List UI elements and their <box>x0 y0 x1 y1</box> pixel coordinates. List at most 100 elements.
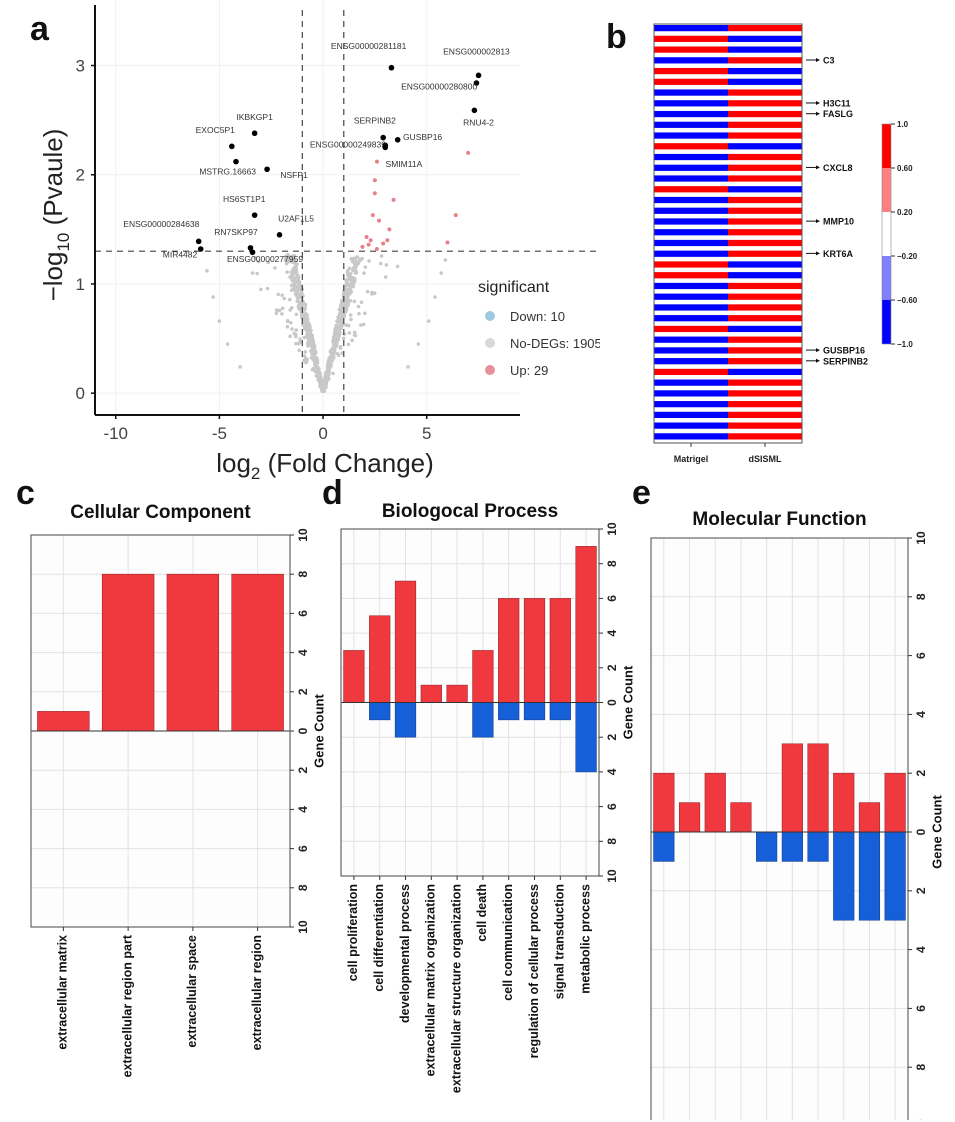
y-tick-label: 2 <box>605 664 619 671</box>
nodeg-point <box>294 328 299 332</box>
nodeg-point <box>352 279 357 283</box>
bar-down <box>858 831 881 921</box>
nodeg-point <box>367 259 371 263</box>
nodeg-point <box>323 383 327 388</box>
up-point <box>385 238 390 243</box>
bar-up <box>807 743 829 833</box>
up-point <box>466 150 471 155</box>
bar-down <box>523 702 546 721</box>
bar-down <box>498 702 520 721</box>
nodeg-point <box>359 300 364 305</box>
nodeg-point <box>359 323 363 327</box>
bar-down <box>369 702 391 721</box>
nodeg-point <box>345 270 350 274</box>
heatmap-cell-dsisml <box>728 164 802 171</box>
nodeg-point <box>352 299 357 304</box>
volcano-x-title: log2 (Fold Change) <box>216 448 434 480</box>
heatmap-cell-matrigel <box>654 411 728 419</box>
nodeg-point <box>299 291 303 295</box>
arrow-head-icon <box>816 348 820 353</box>
bar-up <box>420 684 442 703</box>
labeled-point <box>251 130 258 137</box>
heatmap-col-label-1: dSISML <box>749 454 783 464</box>
nodeg-point <box>304 360 309 365</box>
nodeg-point <box>306 339 311 344</box>
bar-down <box>394 702 417 738</box>
nodeg-point <box>285 259 290 264</box>
panel-label-e: e <box>632 474 651 512</box>
y-tick-label: 4 <box>605 629 619 636</box>
up-point <box>445 240 450 245</box>
y-tick-label: 10 <box>605 869 619 883</box>
y-tick-label: 10 <box>296 528 310 542</box>
arrow-head-icon <box>816 57 820 62</box>
cellular-component-chart: 10 8 6 4 2 0 2 4 6 8 10 Gene Count Cellular Componen… <box>30 502 326 1077</box>
nodeg-point <box>331 371 335 376</box>
nodeg-point <box>294 270 299 275</box>
bar-up <box>858 802 881 833</box>
nodeg-point <box>306 344 310 348</box>
heatmap-cell-dsisml <box>728 196 802 204</box>
nodeg-point <box>354 261 358 266</box>
legend-swatch <box>485 365 495 375</box>
y-tick-label: 6 <box>605 803 619 810</box>
heatmap-cell-matrigel <box>654 401 728 408</box>
nodeg-point <box>439 271 444 275</box>
category-label: extracellular matrix <box>56 935 70 1050</box>
bar-up <box>101 573 155 732</box>
bar-up <box>523 598 546 703</box>
nodeg-point <box>336 320 340 324</box>
nodeg-point <box>346 323 351 328</box>
y-tick-label: 6 <box>296 845 310 852</box>
nodeg-point <box>253 255 258 260</box>
nodeg-point <box>353 271 358 275</box>
y-axis-title: Gene Count <box>311 694 326 768</box>
nodeg-point <box>340 351 345 356</box>
heatmap-cell-matrigel <box>654 433 728 440</box>
nodeg-point <box>312 367 317 371</box>
up-point <box>391 197 396 202</box>
heatmap-cell-dsisml <box>728 218 802 225</box>
row-label: GUSBP16 <box>823 346 865 356</box>
y-tick-label: 4 <box>296 649 310 656</box>
bar-up <box>575 546 597 703</box>
nodeg-point <box>298 337 302 341</box>
chart-title: Biologocal Process <box>382 501 558 522</box>
up-point <box>374 247 379 251</box>
panel-label-a: a <box>30 10 49 48</box>
heatmap-cell-dsisml <box>728 390 802 397</box>
category-label: cell differentiation <box>372 884 386 992</box>
y-tick-label: 2 <box>914 887 928 894</box>
heatmap-cell-matrigel <box>654 422 728 429</box>
row-label: H3C11 <box>823 98 851 108</box>
nodeg-point <box>395 264 400 269</box>
nodeg-point <box>329 358 334 362</box>
nodeg-point <box>334 343 339 348</box>
heatmap-cell-dsisml <box>728 250 802 257</box>
nodeg-point <box>296 283 301 288</box>
y-tick-label: 0 <box>914 828 928 835</box>
bar-down <box>653 831 675 862</box>
labeled-point <box>233 158 239 165</box>
nodeg-point <box>225 342 230 346</box>
y-tick-label: 10 <box>296 920 310 934</box>
nodeg-point <box>309 342 313 347</box>
bar-up <box>231 573 284 732</box>
colorbar-tick-label: 0.20 <box>897 208 913 217</box>
heatmap-cell-matrigel <box>654 67 728 75</box>
row-label: MMP10 <box>823 217 854 227</box>
nodeg-point <box>351 265 356 270</box>
nodeg-point <box>349 276 353 280</box>
labeled-point <box>264 166 270 173</box>
nodeg-point <box>294 334 298 339</box>
legend-label: No-DEGs: 19058 <box>510 336 600 351</box>
labeled-point <box>471 107 478 114</box>
heatmap-cell-matrigel <box>654 132 728 139</box>
heatmap-cell-dsisml <box>728 175 802 182</box>
heatmap-cell-dsisml <box>728 57 802 64</box>
bar-down <box>884 831 906 921</box>
chart-title: Molecular Function <box>692 509 866 530</box>
nodeg-point <box>305 357 310 362</box>
nodeg-point <box>326 377 331 381</box>
